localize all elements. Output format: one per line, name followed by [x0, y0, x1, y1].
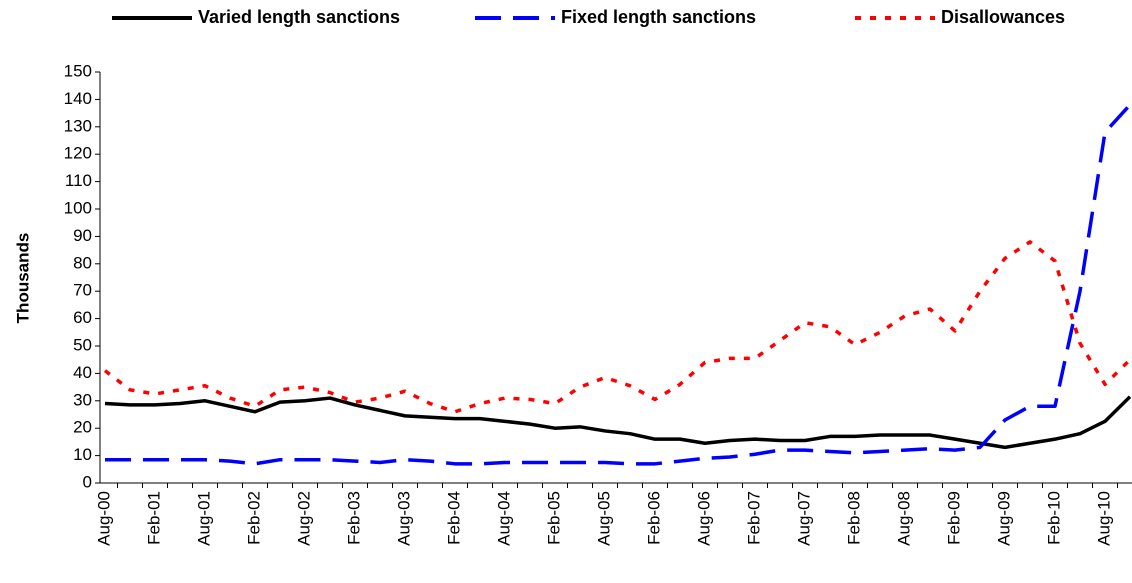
x-tick-label: Feb-09 — [944, 491, 963, 545]
y-axis-label: Thousands — [13, 233, 32, 324]
series-line — [105, 103, 1132, 466]
y-tick-label: 90 — [73, 226, 92, 245]
y-tick-label: 100 — [64, 198, 92, 217]
y-tick-label: 30 — [73, 390, 92, 409]
series-line — [103, 240, 1132, 414]
y-tick-label: 110 — [65, 171, 92, 190]
legend-label: Fixed length sanctions — [561, 7, 756, 27]
x-tick-label: Feb-05 — [544, 491, 563, 545]
x-tick-label: Feb-07 — [744, 491, 763, 545]
y-tick-label: 10 — [73, 445, 92, 464]
y-tick-label: 140 — [64, 89, 92, 108]
y-tick-label: 40 — [73, 363, 92, 382]
x-tick-label: Aug-09 — [994, 491, 1013, 546]
y-tick-label: 120 — [64, 144, 92, 163]
x-tick-label: Aug-01 — [194, 491, 213, 546]
x-tick-label: Aug-04 — [494, 491, 513, 546]
x-tick-label: Aug-07 — [794, 491, 813, 546]
y-tick-label: 50 — [73, 335, 92, 354]
y-tick-label: 150 — [64, 61, 92, 80]
x-tick-label: Aug-06 — [694, 491, 713, 546]
y-tick-label: 80 — [73, 253, 92, 272]
y-tick-label: 130 — [64, 116, 92, 135]
x-tick-label: Aug-08 — [894, 491, 913, 546]
series-line — [104, 395, 1132, 450]
y-tick-label: 20 — [73, 418, 92, 437]
y-tick-label: 0 — [83, 472, 92, 491]
x-tick-label: Aug-03 — [394, 491, 413, 546]
y-tick-label: 60 — [73, 308, 92, 327]
x-tick-label: Feb-03 — [344, 491, 363, 545]
x-tick-label: Aug-10 — [1094, 491, 1113, 546]
x-tick-label: Aug-00 — [94, 491, 113, 546]
x-tick-label: Aug-05 — [594, 491, 613, 546]
y-tick-label: 70 — [73, 281, 92, 300]
x-tick-label: Feb-01 — [144, 491, 163, 545]
legend-label: Disallowances — [941, 7, 1065, 27]
x-tick-label: Aug-02 — [294, 491, 313, 546]
x-tick-label: Feb-08 — [844, 491, 863, 545]
x-tick-label: Feb-04 — [444, 491, 463, 545]
x-tick-label: Feb-10 — [1044, 491, 1063, 545]
x-tick-label: Feb-06 — [644, 491, 663, 545]
legend-label: Varied length sanctions — [198, 7, 400, 27]
x-tick-label: Feb-02 — [244, 491, 263, 545]
